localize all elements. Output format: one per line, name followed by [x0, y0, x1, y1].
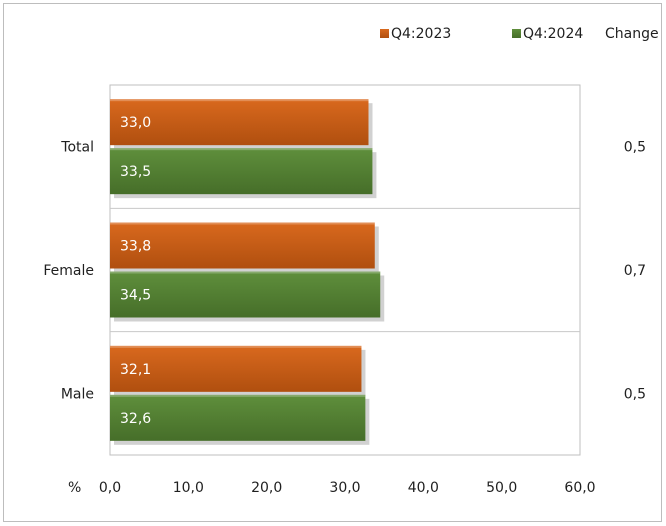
legend-item-q4-2024: Q4:2024	[512, 26, 583, 42]
data-label-q4-2023-female: 33,8	[120, 239, 151, 255]
x-tick-label: 30,0	[329, 480, 360, 496]
change-value-female: 0,7	[624, 263, 646, 279]
x-axis-unit-label: %	[68, 480, 81, 496]
category-label-total: Total	[60, 140, 94, 156]
x-tick-label: 0,0	[99, 480, 121, 496]
bar-highlight-q4-2024-male	[110, 395, 365, 397]
bar-highlight-q4-2023-total	[110, 99, 369, 101]
bar-highlight-q4-2023-female	[110, 223, 375, 225]
change-value-total: 0,5	[624, 140, 646, 156]
legend-swatch-q4-2024	[512, 29, 521, 38]
x-tick-label: 60,0	[564, 480, 595, 496]
legend-item-q4-2023: Q4:2023	[380, 26, 451, 42]
x-tick-label: 40,0	[408, 480, 439, 496]
data-label-q4-2024-total: 33,5	[120, 164, 151, 180]
legend-label-q4-2023: Q4:2023	[391, 26, 451, 42]
data-label-q4-2024-male: 32,6	[120, 411, 151, 427]
category-label-male: Male	[61, 386, 94, 402]
data-label-q4-2023-male: 32,1	[120, 362, 151, 378]
bar-highlight-q4-2024-female	[110, 272, 380, 274]
x-tick-label: 20,0	[251, 480, 282, 496]
bar-highlight-q4-2023-male	[110, 346, 361, 348]
bar-highlight-q4-2024-total	[110, 148, 372, 150]
legend-swatch-q4-2023	[380, 29, 389, 38]
legend: Q4:2023 Q4:2024 Change	[380, 26, 659, 42]
x-tick-label: 50,0	[486, 480, 517, 496]
data-label-q4-2023-total: 33,0	[120, 115, 151, 131]
change-header: Change	[605, 26, 659, 42]
category-label-female: Female	[43, 263, 94, 279]
x-tick-label: 10,0	[173, 480, 204, 496]
change-value-male: 0,5	[624, 386, 646, 402]
data-label-q4-2024-female: 34,5	[120, 288, 151, 304]
legend-label-q4-2024: Q4:2024	[523, 26, 583, 42]
